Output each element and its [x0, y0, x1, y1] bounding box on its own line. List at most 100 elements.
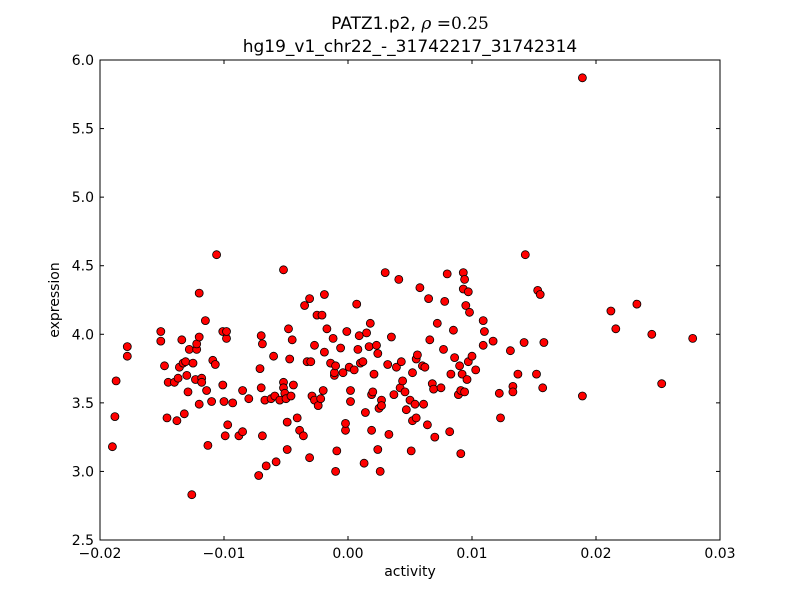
data-point: [647, 329, 657, 339]
y-tick-label: 6.0: [72, 53, 94, 69]
chart-title-rho-equals: =: [431, 14, 451, 34]
y-tick-label: 2.5: [72, 533, 94, 549]
data-point: [532, 369, 541, 379]
x-axis-label: activity: [384, 564, 436, 580]
data-point: [461, 301, 471, 310]
data-point: [373, 349, 383, 358]
data-point: [467, 351, 477, 361]
data-point: [318, 386, 328, 395]
data-point: [317, 310, 327, 320]
data-point: [238, 386, 248, 395]
data-point: [364, 342, 374, 352]
data-point: [478, 316, 488, 326]
data-point: [110, 412, 120, 422]
data-point: [384, 429, 394, 439]
data-point: [292, 413, 302, 423]
data-point: [422, 420, 432, 430]
data-point: [478, 340, 488, 350]
data-point: [111, 376, 121, 386]
data-point: [359, 458, 369, 468]
data-point: [429, 384, 439, 394]
data-point: [177, 335, 187, 345]
data-point: [254, 471, 264, 480]
y-tick-label: 5.0: [72, 190, 94, 206]
data-point: [181, 357, 191, 367]
data-point: [108, 442, 117, 452]
data-point: [218, 380, 228, 390]
data-point: [255, 364, 265, 374]
data-point: [411, 413, 421, 423]
data-point: [194, 399, 204, 409]
data-point: [271, 457, 281, 467]
data-point: [410, 399, 420, 409]
data-point: [279, 265, 288, 275]
data-point: [365, 318, 375, 328]
data-point: [460, 274, 470, 284]
data-point: [380, 268, 390, 278]
data-point: [332, 446, 342, 456]
ticks-layer: −0.02 −0.01 0.00 0.01 0.02 0.03 2.5 3.0 3.5 4.0 4.…: [72, 53, 736, 562]
y-axis-label: expression: [47, 262, 63, 338]
data-point: [419, 399, 429, 409]
data-point: [383, 360, 393, 369]
data-point: [346, 386, 355, 395]
data-point: [456, 449, 466, 459]
data-point: [439, 344, 448, 354]
data-point: [173, 373, 183, 383]
data-point: [389, 390, 399, 400]
data-point: [349, 365, 359, 375]
data-point: [298, 431, 308, 441]
data-point: [406, 446, 416, 456]
data-point: [228, 398, 238, 408]
data-point: [465, 307, 474, 317]
plot-frame: [99, 59, 721, 541]
data-point: [415, 283, 425, 293]
data-point: [257, 339, 267, 349]
data-point: [657, 379, 667, 389]
chart-title-rho-symbol: ρ: [420, 14, 431, 34]
data-point: [184, 344, 194, 354]
data-point: [261, 461, 271, 471]
y-tick-label: 3.5: [72, 396, 94, 412]
data-point: [412, 350, 422, 360]
data-point: [300, 301, 310, 310]
data-point: [223, 420, 233, 430]
data-point: [156, 327, 166, 336]
data-point: [160, 361, 169, 371]
data-point: [606, 306, 616, 316]
data-point: [222, 327, 231, 336]
data-point: [284, 324, 293, 334]
data-point: [352, 299, 362, 309]
data-point: [285, 354, 295, 364]
data-point: [358, 357, 368, 367]
data-point: [353, 344, 363, 354]
data-point: [188, 358, 198, 368]
data-point: [369, 369, 379, 379]
data-point: [632, 299, 642, 309]
data-point: [200, 316, 210, 326]
data-point: [432, 318, 442, 328]
data-point: [282, 417, 292, 427]
data-point: [269, 351, 279, 361]
data-point: [342, 327, 352, 336]
data-point: [122, 342, 132, 352]
data-point: [156, 336, 166, 346]
data-point: [377, 401, 386, 411]
data-point: [375, 466, 385, 476]
data-point: [305, 294, 315, 304]
data-point: [360, 408, 370, 417]
data-point: [513, 369, 523, 379]
data-point: [319, 347, 329, 357]
data-point: [391, 362, 401, 372]
data-point: [519, 338, 529, 347]
data-point: [194, 288, 204, 298]
data-point: [538, 383, 548, 393]
data-point: [172, 416, 182, 426]
data-point: [688, 333, 698, 343]
data-point: [420, 362, 430, 372]
data-point: [288, 380, 298, 390]
data-point: [408, 368, 417, 378]
y-tick-label: 3.0: [72, 464, 94, 480]
data-point: [207, 397, 217, 406]
